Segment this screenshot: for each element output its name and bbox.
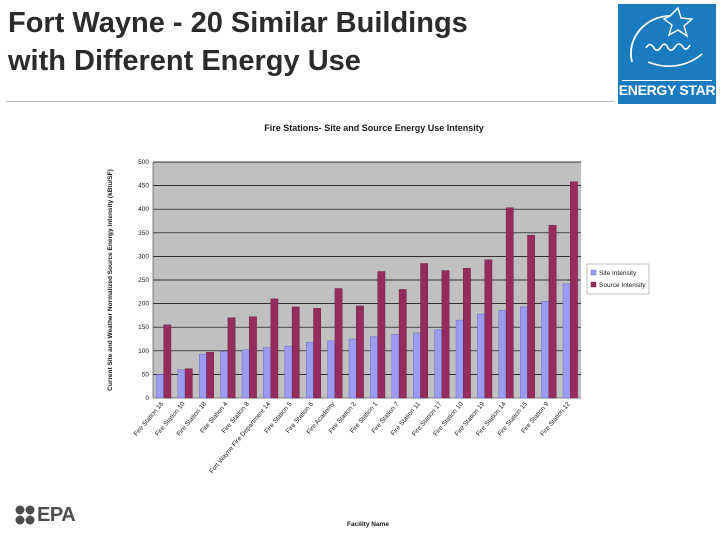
bar-site-intensity — [477, 313, 485, 399]
bar-source-intensity — [505, 207, 514, 399]
bar-site-intensity — [520, 306, 528, 399]
x-axis-title: Facility Name — [347, 521, 389, 528]
bar-site-intensity — [413, 332, 421, 399]
y-tick-label: 200 — [138, 301, 149, 308]
y-tick-label: 50 — [142, 371, 150, 378]
bar-site-intensity — [562, 283, 571, 399]
legend-label: Source Intensity — [599, 282, 646, 289]
y-tick-label: 0 — [145, 395, 149, 402]
bar-site-intensity — [370, 336, 378, 399]
title-divider — [6, 101, 614, 102]
bar-source-intensity — [484, 259, 493, 399]
bar-source-intensity — [334, 288, 343, 399]
bar-site-intensity — [348, 338, 357, 399]
slide-title-line-2: with Different Energy Use — [8, 45, 361, 77]
legend-swatch — [590, 269, 597, 276]
bar-site-intensity — [434, 329, 443, 399]
bar-site-intensity — [177, 369, 186, 399]
bar-source-intensity — [163, 324, 172, 399]
bar-source-intensity — [206, 352, 214, 399]
bars — [156, 181, 578, 399]
bar-source-intensity — [249, 316, 257, 399]
energy-intensity-chart: Fire Stations- Site and Source Energy Us… — [107, 123, 650, 528]
legend-label: Site Intensity — [599, 270, 637, 277]
bar-source-intensity — [184, 368, 193, 399]
bar-site-intensity — [241, 349, 250, 399]
bar-source-intensity — [420, 263, 428, 399]
bar-site-intensity — [327, 340, 336, 399]
y-axis-ticks: 0 50 100 150 200 250 300 350 400 450 500 — [138, 159, 149, 402]
bar-source-intensity — [227, 317, 236, 399]
bar-source-intensity — [270, 298, 279, 399]
bar-site-intensity — [391, 334, 400, 399]
bar-site-intensity — [498, 310, 507, 399]
slide-title: Fort Wayne - 20 Similar Buildings with D… — [8, 4, 608, 80]
y-tick-label: 400 — [138, 206, 149, 213]
y-tick-label: 500 — [138, 159, 149, 166]
bar-source-intensity — [463, 267, 471, 399]
bar-source-intensity — [291, 306, 300, 399]
bar-site-intensity — [284, 345, 293, 399]
bar-source-intensity — [570, 181, 578, 399]
slide-title-line-1: Fort Wayne - 20 Similar Buildings — [8, 7, 468, 39]
epa-logo-text: EPA — [37, 503, 76, 526]
y-tick-label: 450 — [138, 183, 149, 190]
bar-site-intensity — [220, 351, 229, 399]
epa-flower-icon — [15, 505, 35, 525]
bar-site-intensity — [306, 342, 314, 399]
y-tick-label: 150 — [138, 324, 149, 331]
y-tick-label: 350 — [138, 230, 149, 237]
energy-star-swoosh-icon — [630, 6, 703, 67]
chart-title: Fire Stations- Site and Source Energy Us… — [264, 123, 484, 133]
bar-site-intensity — [455, 319, 464, 399]
bar-source-intensity — [548, 225, 557, 399]
bar-source-intensity — [441, 270, 450, 399]
bar-site-intensity — [199, 353, 207, 399]
energy-star-logo: ENERGY STAR — [618, 4, 716, 104]
bar-site-intensity — [541, 301, 550, 399]
legend-box — [586, 263, 650, 295]
energy-star-wordmark: ENERGY STAR — [618, 82, 716, 98]
bar-source-intensity — [377, 271, 386, 399]
bar-source-intensity — [398, 289, 407, 399]
legend: Site Intensity Source Intensity — [586, 263, 650, 295]
bar-source-intensity — [356, 305, 364, 399]
bar-source-intensity — [527, 234, 535, 399]
y-axis-title: Current Site and Weather Normalized Sour… — [107, 169, 114, 391]
y-tick-label: 300 — [138, 253, 149, 260]
y-tick-label: 100 — [138, 348, 149, 355]
bar-site-intensity — [156, 374, 164, 399]
epa-logo: EPA — [14, 503, 76, 527]
bar-site-intensity — [263, 347, 271, 399]
legend-swatch — [590, 281, 597, 288]
y-tick-label: 250 — [138, 277, 149, 284]
energy-star-logo-rule — [622, 80, 712, 81]
bar-source-intensity — [313, 308, 321, 399]
